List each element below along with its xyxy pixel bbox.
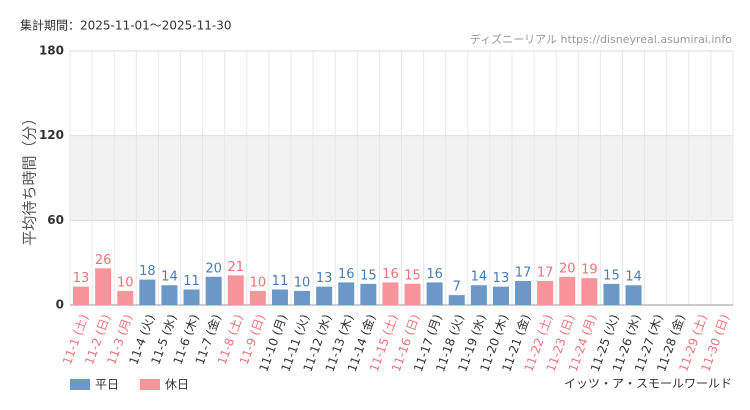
data-label: 10: [117, 275, 134, 290]
bar: [95, 268, 112, 305]
data-label: 16: [382, 267, 399, 282]
data-label: 7: [453, 280, 461, 295]
data-label: 16: [426, 267, 443, 282]
bar: [161, 285, 178, 305]
y-tick-label: 180: [39, 44, 64, 58]
attraction: イッツ・ア・スモールワールド: [564, 377, 732, 391]
data-label: 26: [95, 253, 112, 268]
data-label: 17: [515, 266, 532, 281]
bar: [249, 290, 266, 305]
bar: [73, 286, 90, 305]
y-tick-label: 120: [39, 128, 64, 142]
bar: [139, 279, 156, 305]
data-label: 11: [183, 274, 200, 289]
data-label: 15: [360, 268, 377, 283]
data-label: 14: [471, 270, 488, 285]
source: ディズニーリアル https://disneyreal.asumirai.inf…: [470, 32, 732, 46]
data-label: 13: [493, 271, 510, 286]
bar: [559, 276, 576, 305]
bar: [316, 286, 333, 305]
data-label: 13: [73, 271, 90, 286]
bar: [205, 276, 222, 305]
legend-swatch: [70, 379, 90, 390]
bar: [603, 283, 620, 305]
data-label: 14: [625, 270, 642, 285]
bar: [537, 281, 554, 305]
bar: [515, 281, 532, 305]
y-axis-label: 平均待ち時間（分）: [21, 110, 39, 245]
data-label: 10: [294, 275, 311, 290]
data-label: 17: [537, 266, 554, 281]
bar: [338, 282, 355, 305]
bar: [227, 275, 244, 305]
data-label: 13: [316, 271, 333, 286]
bar: [360, 283, 377, 305]
data-label: 16: [338, 267, 355, 282]
data-label: 15: [404, 268, 421, 283]
data-label: 11: [272, 274, 289, 289]
bar: [426, 282, 443, 305]
bar: [492, 286, 509, 305]
data-label: 20: [559, 261, 576, 276]
data-label: 15: [603, 268, 620, 283]
period: 集計期間：2025-11-01～2025-11-30: [20, 18, 231, 33]
bar: [183, 289, 200, 305]
bar: [294, 290, 311, 305]
data-label: 21: [227, 260, 244, 275]
bar: [448, 295, 465, 305]
legend-label: 休日: [165, 378, 189, 392]
bar: [625, 285, 642, 305]
legend-swatch: [140, 379, 160, 390]
data-label: 18: [139, 264, 156, 279]
bar: [382, 282, 399, 305]
bar: [117, 290, 134, 305]
bar: [581, 278, 598, 305]
data-label: 10: [250, 275, 267, 290]
bar: [470, 285, 487, 305]
y-tick-label: 60: [47, 213, 64, 227]
data-label: 14: [161, 270, 178, 285]
data-label: 20: [205, 261, 222, 276]
data-label: 19: [581, 263, 598, 278]
bar: [404, 283, 421, 305]
legend-label: 平日: [95, 378, 119, 392]
bar: [271, 289, 288, 305]
y-tick-label: 0: [56, 298, 64, 312]
